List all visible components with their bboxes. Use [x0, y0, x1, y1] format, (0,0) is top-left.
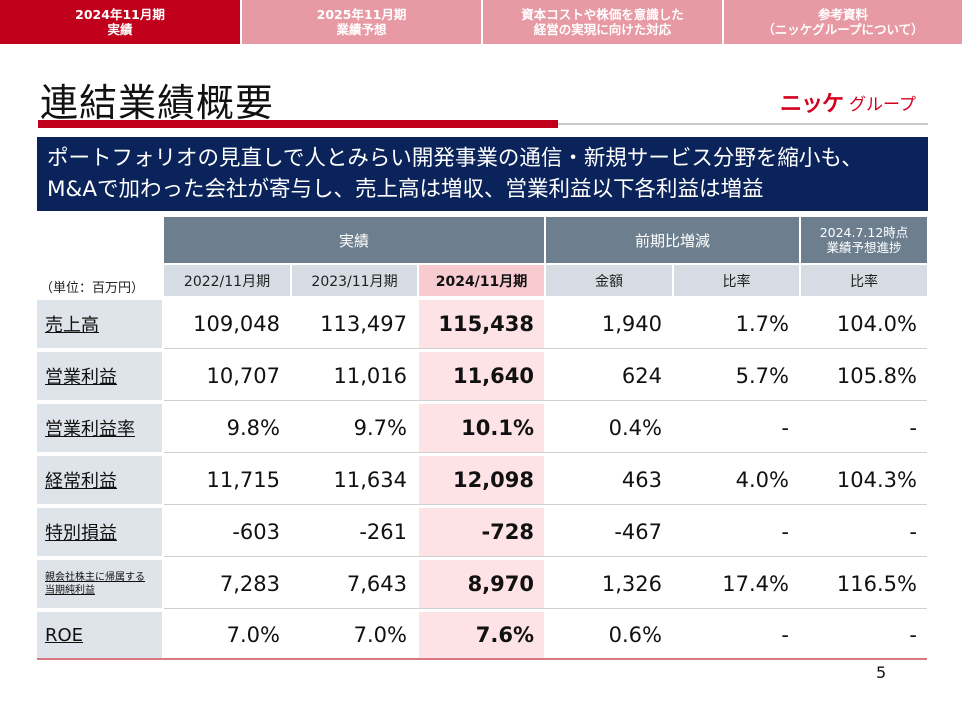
row-divider [164, 452, 927, 453]
tab-label: 2024年11月期 [75, 7, 165, 22]
cell-om-progress: - [909, 416, 917, 440]
subheader-amount: 金額 [546, 265, 672, 296]
page-number: 5 [876, 663, 887, 682]
cell-ord-progress: 104.3% [836, 468, 917, 492]
company-logo: ニッケ グループ [780, 86, 916, 118]
tab-label: 実績 [107, 22, 133, 37]
tab-2025-forecast[interactable]: 2025年11月期 業績予想 [242, 0, 483, 44]
cell-sales-2022: 109,048 [193, 312, 280, 336]
cell-ord-2023: 11,634 [333, 468, 407, 492]
cell-oi-amount: 624 [621, 364, 662, 388]
row-divider [164, 400, 927, 401]
row-label-text: 親会社株主に帰属する [45, 572, 145, 583]
cell-ext-rate: - [781, 520, 789, 544]
unit-label: （単位：百万円） [40, 280, 145, 296]
cell-ni-2022: 7,283 [219, 572, 280, 596]
table-bottom-rule [37, 658, 927, 660]
row-label-roe: ROE [37, 612, 162, 658]
cell-roe-2024: 7.6% [419, 612, 544, 658]
header-progress: 2024.7.12時点 業績予想進捗 [801, 217, 927, 263]
row-divider [164, 348, 927, 349]
cell-ext-amount: -467 [614, 520, 662, 544]
cell-oi-2022: 10,707 [206, 364, 280, 388]
title-underline-gray [558, 123, 928, 125]
row-label-text: 営業利益 [45, 367, 117, 388]
cell-sales-rate: 1.7% [735, 312, 789, 336]
cell-ni-2023: 7,643 [346, 572, 407, 596]
header-progress-line2: 業績予想進捗 [826, 240, 902, 255]
row-label-operating-income: 営業利益 [37, 352, 162, 400]
cell-sales-2024: 115,438 [419, 300, 544, 348]
cell-ord-amount: 463 [621, 468, 662, 492]
section-tabs: 2024年11月期 実績 2025年11月期 業績予想 資本コストや株価を意識した経… [0, 0, 962, 44]
cell-ni-2024: 8,970 [419, 560, 544, 608]
row-label-text: 営業利益率 [45, 419, 135, 440]
cell-om-2023: 9.7% [353, 416, 407, 440]
cell-om-amount: 0.4% [608, 416, 662, 440]
subheader-2023: 2023/11月期 [292, 265, 417, 296]
row-label-text: 当期純利益 [45, 585, 95, 596]
row-divider [164, 504, 927, 505]
cell-ord-2022: 11,715 [206, 468, 280, 492]
cell-oi-2024: 11,640 [419, 352, 544, 400]
banner-line-2: M&Aで加わった会社が寄与し、売上高は増収、営業利益以下各利益は増益 [47, 177, 764, 202]
tab-2024-results[interactable]: 2024年11月期 実績 [0, 0, 242, 44]
cell-roe-2023: 7.0% [353, 623, 407, 647]
subheader-2024: 2024/11月期 [419, 265, 544, 296]
header-yoy: 前期比増減 [546, 217, 799, 263]
tab-label: 2025年11月期 [316, 7, 407, 22]
row-divider [164, 608, 927, 609]
row-divider [164, 556, 927, 557]
row-label-extraordinary: 特別損益 [37, 508, 162, 556]
row-label-ordinary-income: 経常利益 [37, 456, 162, 504]
row-label-sales: 売上高 [37, 300, 162, 348]
cell-ext-2022: -603 [232, 520, 280, 544]
subheader-rate: 比率 [674, 265, 799, 296]
row-label-text: ROE [45, 624, 84, 646]
tab-reference[interactable]: 参考資料 （ニッケグループについて） [724, 0, 962, 44]
row-label-text: 特別損益 [45, 523, 117, 544]
header-actual: 実績 [164, 217, 544, 263]
cell-oi-rate: 5.7% [735, 364, 789, 388]
row-label-text: 経常利益 [45, 471, 117, 492]
logo-text: グループ [849, 94, 916, 115]
subheader-progress-rate: 比率 [801, 265, 927, 296]
cell-sales-amount: 1,940 [601, 312, 662, 336]
title-underline-red [38, 120, 558, 128]
tab-label: （ニッケグループについて） [762, 22, 924, 37]
cell-roe-2022: 7.0% [226, 623, 280, 647]
cell-om-2022: 9.8% [226, 416, 280, 440]
cell-ni-progress: 116.5% [836, 572, 917, 596]
tab-capital-cost[interactable]: 資本コストや株価を意識した 経営の実現に向けた対応 [483, 0, 724, 44]
cell-om-2024: 10.1% [419, 404, 544, 452]
header-progress-line1: 2024.7.12時点 [819, 225, 909, 240]
tab-label: 経営の実現に向けた対応 [533, 22, 672, 37]
cell-sales-progress: 104.0% [836, 312, 917, 336]
cell-ext-2024: -728 [419, 508, 544, 556]
tab-label: 資本コストや株価を意識した [521, 7, 684, 22]
logo-mark: ニッケ [780, 92, 844, 117]
cell-ext-progress: - [909, 520, 917, 544]
cell-ni-amount: 1,326 [601, 572, 662, 596]
row-label-operating-margin: 営業利益率 [37, 404, 162, 452]
cell-oi-2023: 11,016 [333, 364, 407, 388]
cell-om-rate: - [781, 416, 789, 440]
cell-roe-progress: - [909, 623, 917, 647]
cell-ord-2024: 12,098 [419, 456, 544, 504]
subheader-2022: 2022/11月期 [164, 265, 290, 296]
page-title: 連結業績概要 [40, 81, 275, 125]
cell-ord-rate: 4.0% [735, 468, 789, 492]
cell-ext-2023: -261 [359, 520, 407, 544]
tab-label: 業績予想 [336, 22, 387, 37]
tab-label: 参考資料 [817, 7, 868, 22]
cell-roe-amount: 0.6% [608, 623, 662, 647]
row-label-text: 売上高 [45, 315, 99, 336]
row-label-net-income: 親会社株主に帰属する 当期純利益 [37, 560, 162, 608]
banner-line-1: ポートフォリオの見直しで人とみらい開発事業の通信・新規サービス分野を縮小も、 [47, 146, 863, 171]
cell-ni-rate: 17.4% [722, 572, 789, 596]
cell-oi-progress: 105.8% [836, 364, 917, 388]
cell-roe-rate: - [781, 623, 789, 647]
summary-banner: ポートフォリオの見直しで人とみらい開発事業の通信・新規サービス分野を縮小も、 M… [37, 137, 928, 211]
cell-sales-2023: 113,497 [320, 312, 407, 336]
